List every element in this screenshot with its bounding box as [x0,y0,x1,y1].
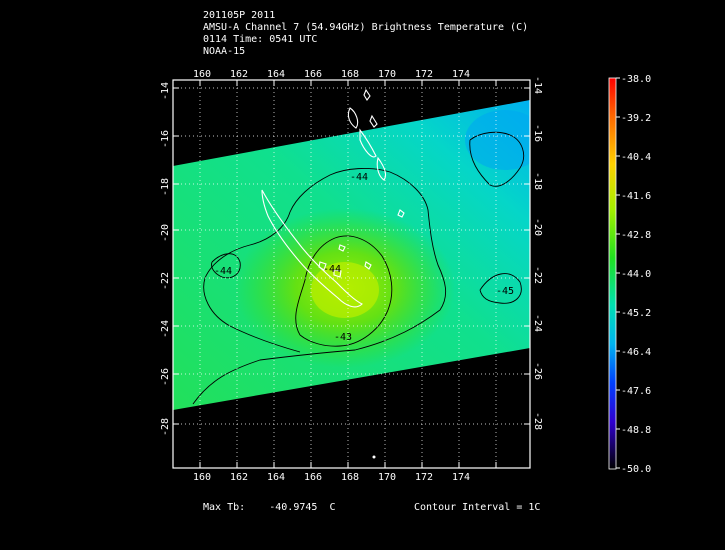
lon-label-top: 162 [230,69,248,80]
contour-43 [295,235,393,347]
max-tb-label: Max Tb: [203,502,246,513]
lat-label-right: -22 [532,266,543,284]
lon-label-bottom: 164 [267,472,285,483]
colorbar-label: -45.2 [621,308,651,319]
coast-vanuatu-3 [376,156,387,181]
lon-label-top: 160 [193,69,211,80]
lat-label-right: -16 [532,124,543,142]
lon-label-top: 172 [415,69,433,80]
colorbar-label: -40.4 [621,152,651,163]
coast-vanuatu-4 [363,88,371,101]
lon-label-bottom: 174 [452,472,470,483]
lat-label-right: -24 [532,314,543,332]
colorbar-ticks [616,77,620,469]
lat-label-left: -22 [160,272,171,290]
coast-islet-1 [397,209,405,218]
lat-labels-right: -14 -16 -18 -20 -22 -24 -26 -28 [532,76,543,430]
lat-label-left: -28 [160,418,171,436]
coast-loyalty-1 [318,261,327,271]
coast-islet-3 [364,261,372,270]
colorbar-label: -44.0 [621,269,651,280]
coast-vanuatu-2 [359,128,377,158]
title-line-3: 0114 Time: 0541 UTC [203,34,318,45]
lon-label-bottom: 160 [193,472,211,483]
contour-label-2: -44 [214,266,232,277]
cool-region [465,110,530,170]
lat-label-right: -28 [532,412,543,430]
title-line-4: NOAA-15 [203,46,246,57]
coast-vanuatu-5 [369,114,378,128]
colorbar-label: -50.0 [621,464,651,475]
colorbar-label: -38.0 [621,74,651,85]
colorbar-label: -46.4 [621,347,651,358]
coast-islet-2 [338,244,346,252]
title-line-2: AMSU-A Channel 7 (54.94GHz) Brightness T… [203,22,529,33]
lat-labels-left: -14 -16 -18 -20 -22 -24 -26 -28 [160,82,171,436]
lon-labels-bottom: 160 162 164 166 168 170 172 174 [193,472,470,483]
contour-44-left [211,253,241,279]
colorbar-label: -48.8 [621,425,651,436]
contour-label-1: -44 [350,172,368,183]
lon-label-bottom: 168 [341,472,359,483]
contour-interval: Contour Interval = 1C [414,502,541,513]
lon-label-top: 174 [452,69,470,80]
colorbar-labels: -38.0 -39.2 -40.4 -41.6 -42.8 -44.0 -45.… [621,74,651,475]
lat-label-left: -26 [160,368,171,386]
lat-label-left: -18 [160,178,171,196]
lon-labels-top: 160 162 164 166 168 170 172 174 [193,69,470,80]
colorbar-label: -41.6 [621,191,651,202]
lon-label-top: 170 [378,69,396,80]
coastlines [261,88,405,308]
lat-label-left: -14 [160,82,171,100]
max-tb-unit: C [329,502,336,513]
contour-label-3: -44 [323,264,341,275]
coast-loyalty-2 [333,269,342,278]
contour-label-5: -43 [334,332,352,343]
tick-marks [173,80,530,468]
lon-label-top: 166 [304,69,322,80]
max-tb-value: -40.9745 [269,502,318,513]
lon-label-bottom: 172 [415,472,433,483]
lon-label-top: 164 [267,69,285,80]
colorbar-label: -39.2 [621,113,651,124]
map-frame [172,79,531,469]
colorbar-label: -42.8 [621,230,651,241]
lat-label-right: -14 [532,76,543,94]
contour-upper-right [469,131,524,187]
contour-45-right [479,273,522,304]
max-tb-readout: Max Tb: -40.9745 C [203,502,336,513]
marker-dot [372,455,376,459]
lon-label-bottom: 162 [230,472,248,483]
lon-label-bottom: 166 [304,472,322,483]
map-header: 201105P 2011 AMSU-A Channel 7 (54.94GHz) … [203,10,528,58]
contour-label-4: -45 [496,286,514,297]
map-grid [173,80,530,468]
coast-vanuatu-1 [347,107,359,129]
lat-label-left: -24 [160,320,171,338]
lat-label-left: -16 [160,130,171,148]
lat-label-right: -20 [532,218,543,236]
lat-label-right: -18 [532,172,543,190]
coast-new-caledonia [261,189,363,308]
lon-label-bottom: 170 [378,472,396,483]
lat-label-right: -26 [532,362,543,380]
colorbar-label: -47.6 [621,386,651,397]
colorbar-scale [608,77,617,470]
lat-label-left: -20 [160,224,171,242]
map-plot-area: -44 -44 -44 -45 -43 [173,80,530,468]
title-line-1: 201105P 2011 [203,10,276,21]
lon-label-top: 168 [341,69,359,80]
